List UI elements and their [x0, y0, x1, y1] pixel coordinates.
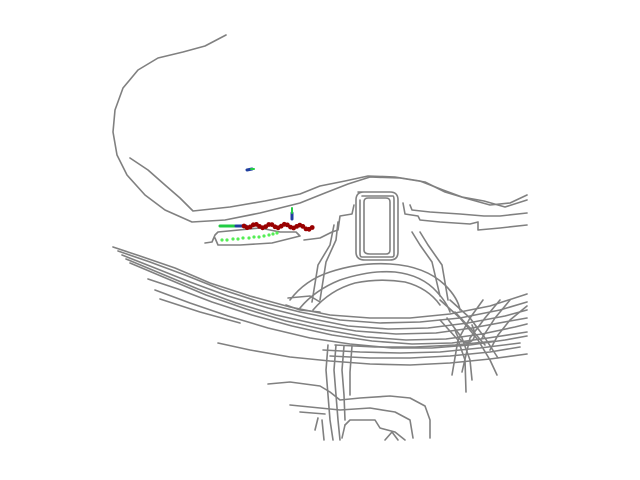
road-line-lower-3: [329, 346, 521, 359]
road-line-hwy-7: [154, 289, 528, 349]
road-line-ramp-4: [439, 319, 467, 393]
road-line-dome-leg-2: [311, 224, 335, 303]
predicted-green-point: [262, 234, 266, 238]
road-line-bottom-7: [321, 419, 325, 441]
road-line-dome-inner: [299, 270, 451, 313]
road-line-lower-1: [217, 342, 528, 366]
road-line-upper-right-wall: [303, 204, 355, 241]
road-line-inner-boundary: [129, 157, 528, 212]
road-line-lower-2: [322, 342, 521, 354]
road-line-bottom-5: [341, 424, 346, 439]
predicted-green-point: [275, 231, 279, 235]
road-line-dome-leg-4: [419, 231, 449, 301]
road-line-ramp-7: [461, 299, 501, 373]
road-line-rect-mid: [359, 195, 395, 258]
predicted-green-point: [241, 236, 245, 240]
road-line-vert-2: [333, 344, 341, 441]
road-line-rect-outer: [355, 191, 399, 261]
predicted-green-point: [236, 237, 240, 241]
road-line-dome-inner-2: [312, 279, 441, 311]
road-line-bottom-8: [384, 431, 399, 441]
road-line-hwy-5: [129, 262, 528, 341]
trajectory-layer: [218, 167, 315, 242]
predicted-green-point: [225, 238, 229, 242]
road-line-hwy-side: [159, 298, 241, 324]
road-line-ramp-1: [439, 299, 498, 376]
road-line-hwy-6: [147, 278, 528, 345]
road-line-ramp-loop: [454, 324, 476, 344]
road-line-median-right-2: [409, 204, 528, 217]
road-line-bottom-2: [289, 404, 414, 439]
predicted-green-point: [257, 235, 261, 239]
road-line-bottom-1: [267, 381, 431, 439]
predicted-green-point: [220, 238, 224, 242]
road-line-vert-1: [325, 344, 334, 441]
prediction-point: [309, 225, 315, 230]
road-line-hwy-2: [117, 250, 528, 324]
predicted-green-point: [267, 233, 271, 237]
road-line-vert-4: [349, 345, 353, 396]
road-line-ramp-9: [489, 305, 528, 351]
road-line-ramp-8: [481, 299, 511, 339]
road-network: [112, 34, 528, 441]
road-line-curb-shape: [204, 227, 301, 246]
predicted-green-point: [271, 232, 275, 236]
road-line-rect-inner: [363, 197, 391, 255]
road-line-ramp-3: [454, 311, 486, 346]
predicted-green-point: [252, 235, 256, 239]
predicted-green-point: [231, 237, 235, 241]
road-line-dome-leg-1: [319, 221, 339, 301]
road-line-ramp-6: [451, 299, 484, 376]
predicted-green-point: [247, 236, 251, 240]
road-line-vert-3: [341, 345, 346, 421]
road-line-dome-leg-3: [411, 231, 441, 297]
road-line-left-xing-1: [287, 295, 321, 303]
road-line-bottom-6: [314, 417, 319, 431]
road-line-left-xing-2: [285, 304, 321, 313]
road-line-bottom-3: [299, 411, 326, 415]
road-line-bottom-4: [344, 419, 406, 441]
road-line-ramp-5: [446, 317, 473, 381]
road-line-median-right: [402, 202, 528, 231]
road-line-hwy-3: [121, 254, 528, 330]
